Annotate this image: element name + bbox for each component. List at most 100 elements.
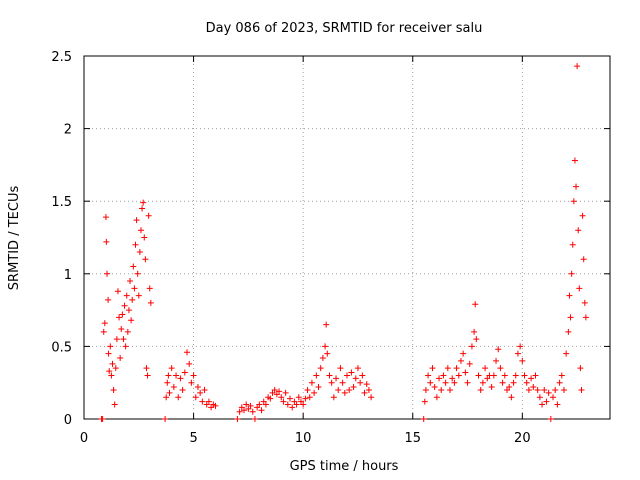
data-point xyxy=(501,372,508,379)
data-point xyxy=(201,386,208,393)
data-point xyxy=(339,379,346,386)
data-point xyxy=(100,328,107,335)
x-tick-label: 20 xyxy=(514,431,531,446)
data-point xyxy=(128,317,135,324)
data-point xyxy=(190,372,197,379)
data-point xyxy=(438,386,445,393)
axis-ticks: 0 5 10 15 20 0 0.5 1 1.5 2 2.5 xyxy=(51,50,610,446)
data-points xyxy=(98,63,589,422)
data-point xyxy=(173,372,180,379)
data-point xyxy=(234,416,241,422)
data-point xyxy=(574,63,581,70)
data-point xyxy=(131,285,138,292)
data-point xyxy=(475,372,482,379)
data-point xyxy=(308,379,315,386)
data-point xyxy=(479,379,486,386)
data-point xyxy=(184,349,191,356)
data-point xyxy=(495,346,502,353)
data-point xyxy=(304,386,311,393)
data-point xyxy=(547,416,554,422)
data-point xyxy=(124,328,131,335)
data-point xyxy=(567,314,574,321)
data-point xyxy=(528,375,535,382)
data-point xyxy=(212,402,219,409)
data-point xyxy=(117,355,124,362)
grid-lines xyxy=(84,56,610,419)
data-point xyxy=(534,386,541,393)
data-point xyxy=(116,314,123,321)
data-point xyxy=(447,386,454,393)
y-tick-label: 1.5 xyxy=(51,195,72,210)
data-point xyxy=(132,241,139,248)
data-point xyxy=(106,368,113,375)
data-point xyxy=(262,401,269,408)
data-point xyxy=(147,299,154,306)
data-point xyxy=(293,401,300,408)
data-point xyxy=(144,372,151,379)
data-point xyxy=(573,183,580,190)
y-axis-label: SRMTID / TECUs xyxy=(7,186,22,291)
data-point xyxy=(197,389,204,396)
data-point xyxy=(133,217,140,224)
data-point xyxy=(421,398,428,405)
data-point xyxy=(289,404,296,411)
data-point xyxy=(278,394,285,401)
data-point xyxy=(105,296,112,303)
data-point xyxy=(499,379,506,386)
data-point xyxy=(354,365,361,372)
data-point xyxy=(433,394,440,401)
data-point xyxy=(112,365,119,372)
data-point xyxy=(330,394,337,401)
x-tick-label: 15 xyxy=(404,431,421,446)
data-point xyxy=(194,384,201,391)
data-point xyxy=(101,320,108,327)
data-point xyxy=(129,296,136,303)
data-point xyxy=(313,372,320,379)
data-point xyxy=(276,388,283,395)
data-point xyxy=(122,343,129,350)
data-point xyxy=(140,199,147,206)
data-point xyxy=(471,328,478,335)
data-point xyxy=(110,386,117,393)
data-point xyxy=(464,379,471,386)
x-tick-label: 0 xyxy=(80,431,88,446)
data-point xyxy=(177,375,184,382)
data-point xyxy=(181,369,188,376)
data-point xyxy=(444,365,451,372)
y-tick-label: 2 xyxy=(64,123,72,138)
data-point xyxy=(145,212,152,219)
data-point xyxy=(118,325,125,332)
data-point xyxy=(569,241,576,248)
plot-frame xyxy=(83,55,611,420)
data-point xyxy=(431,384,438,391)
data-point xyxy=(199,398,206,405)
data-point xyxy=(165,372,172,379)
data-point xyxy=(468,343,475,350)
data-point xyxy=(175,394,182,401)
data-point xyxy=(565,328,572,335)
data-point xyxy=(103,238,110,245)
data-point xyxy=(114,288,121,295)
data-point xyxy=(134,270,141,277)
data-point xyxy=(517,343,524,350)
data-point xyxy=(104,270,111,277)
data-point xyxy=(554,401,561,408)
data-point xyxy=(186,360,193,367)
x-axis-label: GPS time / hours xyxy=(290,459,399,474)
data-point xyxy=(247,402,254,409)
data-point xyxy=(121,302,128,309)
data-point xyxy=(493,357,500,364)
data-point xyxy=(578,386,585,393)
data-point xyxy=(135,292,142,299)
data-point xyxy=(335,386,342,393)
data-point xyxy=(368,394,375,401)
y-tick-label: 2.5 xyxy=(51,50,72,65)
data-point xyxy=(365,386,372,393)
data-point xyxy=(143,365,150,372)
data-point xyxy=(530,384,537,391)
y-tick-label: 0 xyxy=(64,413,72,428)
data-point xyxy=(166,389,173,396)
data-point xyxy=(457,357,464,364)
data-point xyxy=(137,227,144,234)
data-point xyxy=(243,401,250,408)
